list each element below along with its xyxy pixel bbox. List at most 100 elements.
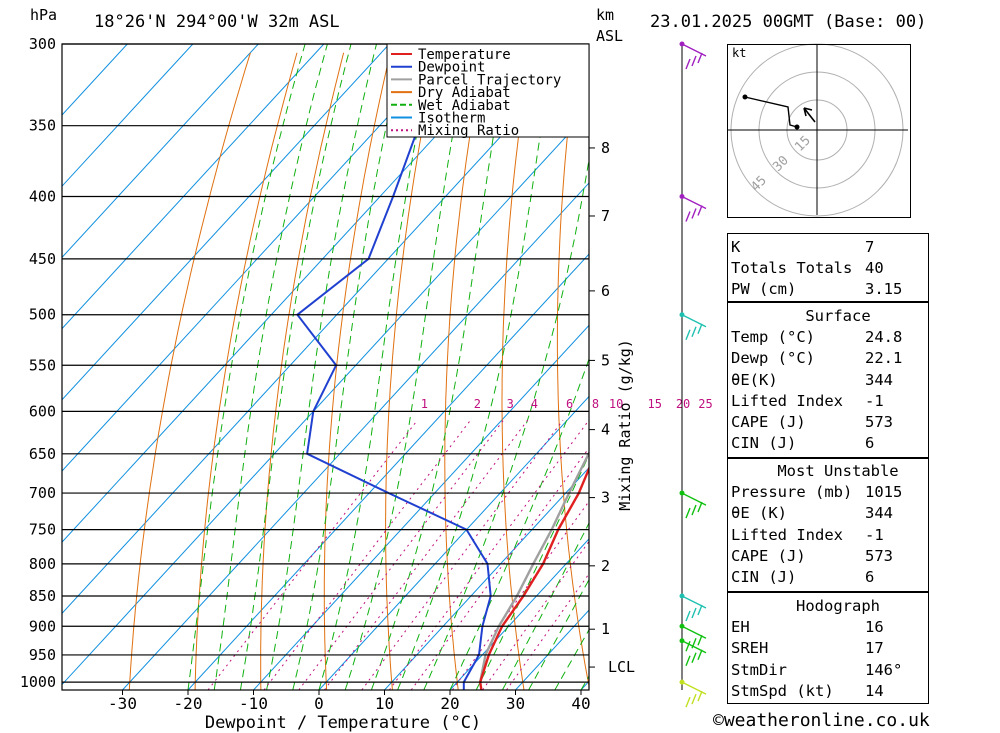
index-value: 3.15	[865, 280, 903, 299]
wet-adiabat-line	[187, 44, 306, 690]
index-label: θE(K)	[731, 370, 778, 389]
km-tick-label: 2	[601, 557, 610, 575]
footer-credit[interactable]: ©weatheronline.co.uk	[713, 710, 930, 731]
dry-adiabat-line	[556, 52, 589, 689]
index-row: θE (K) 344	[727, 503, 949, 524]
wet-adiabat-line	[239, 44, 352, 690]
index-row: StmSpd (kt) 14	[727, 680, 949, 701]
mixing-ratio-label: 10	[609, 397, 623, 411]
pressure-tick-label: 750	[29, 521, 56, 539]
index-value: 1015	[865, 482, 903, 501]
index-value: 344	[865, 504, 893, 523]
mixing-ratio-line	[482, 540, 589, 690]
wind-barb	[681, 314, 707, 340]
wet-adiabat-line	[344, 44, 471, 690]
plot-frame	[61, 43, 590, 691]
indices-surface-box	[727, 301, 929, 459]
height-unit-label: km	[596, 6, 615, 24]
wind-barb	[681, 640, 707, 667]
km-tick-label: 5	[601, 351, 610, 369]
isotherm-line	[318, 395, 589, 690]
index-label: CIN (J)	[731, 568, 797, 587]
isotherm-line	[122, 182, 589, 690]
surface-section-title: Surface	[805, 306, 871, 325]
index-row: Temp (°C) 24.8	[727, 326, 949, 347]
mixing-ratio-label: 15	[648, 397, 662, 411]
storm-motion-arrow	[803, 107, 816, 123]
hodograph-trace	[744, 96, 798, 128]
km-tick-label: 6	[601, 282, 610, 300]
plot-area	[62, 44, 589, 690]
pressure-tick-label: 650	[29, 445, 56, 463]
legend-entry: Wet Adiabat	[418, 98, 511, 114]
isotherm-line	[62, 44, 521, 543]
index-label: EH	[731, 617, 750, 636]
x-tick-label: 40	[571, 694, 590, 713]
mixing-ratio-line	[361, 419, 564, 690]
isotherm-line	[384, 466, 589, 690]
index-row: Lifted Index -1	[727, 524, 949, 545]
index-value: -1	[865, 391, 884, 410]
dry-adiabat-line	[260, 52, 345, 690]
pressure-tick-label: 700	[29, 484, 56, 502]
wind-barb	[681, 595, 707, 622]
wet-adiabat-line	[449, 357, 589, 690]
dry-adiabat-line	[501, 52, 531, 690]
legend-entry: Temperature	[418, 47, 511, 63]
index-label: PW (cm)	[731, 280, 797, 299]
index-row: EH 16	[727, 616, 949, 637]
km-tick-label: 7	[601, 207, 610, 225]
index-label: Lifted Index	[731, 391, 843, 410]
index-row: CIN (J) 6	[727, 566, 949, 587]
index-value: -1	[865, 525, 884, 544]
mixing-ratio-label: 4	[531, 397, 538, 411]
index-value: 573	[865, 546, 893, 565]
x-tick-label: 30	[506, 694, 525, 713]
wind-barb	[681, 625, 707, 652]
index-value: 573	[865, 413, 893, 432]
pressure-tick-label: 350	[29, 117, 56, 135]
indices-hodo-table: Hodograph EH 16 SREH 17 StmDir 146° StmSpd …	[727, 595, 949, 701]
isotherm-line	[253, 324, 589, 690]
mixing-ratio-label: 8	[592, 397, 599, 411]
dewpoint-profile	[296, 44, 492, 690]
wet-adiabat-line	[397, 44, 556, 690]
isotherm-line	[62, 111, 589, 686]
index-label: StmDir	[731, 660, 787, 679]
isotherm-line	[449, 538, 589, 690]
pressure-tick-label: 950	[29, 646, 56, 664]
index-row: Lifted Index -1	[727, 390, 949, 411]
x-tick-label: 0	[314, 694, 324, 713]
pressure-tick-label: 400	[29, 187, 56, 205]
isotherm-line	[62, 44, 259, 259]
index-value: 24.8	[865, 327, 903, 346]
index-row: CAPE (J) 573	[727, 545, 949, 566]
pressure-tick-label: 900	[29, 617, 56, 635]
km-tick-label: 8	[601, 139, 610, 157]
hodo-section-title: Hodograph	[796, 596, 880, 615]
index-row: SREH 17	[727, 638, 949, 659]
index-value: 16	[865, 617, 884, 636]
isotherm-line	[62, 44, 587, 615]
isotherm-line	[62, 44, 325, 330]
index-value: 6	[865, 568, 875, 587]
x-tick-label: -10	[239, 694, 268, 713]
mixing-ratio-label: 1	[421, 397, 428, 411]
pressure-tick-label: 550	[29, 356, 56, 374]
legend-entry: Dewpoint	[418, 60, 485, 76]
mixing-ratio-label: 25	[698, 397, 712, 411]
x-tick-label: 20	[440, 694, 459, 713]
pressure-unit-label: hPa	[30, 6, 58, 24]
index-label: CAPE (J)	[731, 413, 806, 432]
index-label: CAPE (J)	[731, 546, 806, 565]
index-label: θE (K)	[731, 504, 787, 523]
index-row: PW (cm) 3.15	[727, 279, 949, 300]
index-value: 6	[865, 434, 875, 453]
mixing-ratio-line	[506, 572, 589, 690]
index-value: 40	[865, 258, 884, 277]
wind-barb	[681, 681, 707, 708]
km-tick-label: LCL	[608, 658, 635, 676]
